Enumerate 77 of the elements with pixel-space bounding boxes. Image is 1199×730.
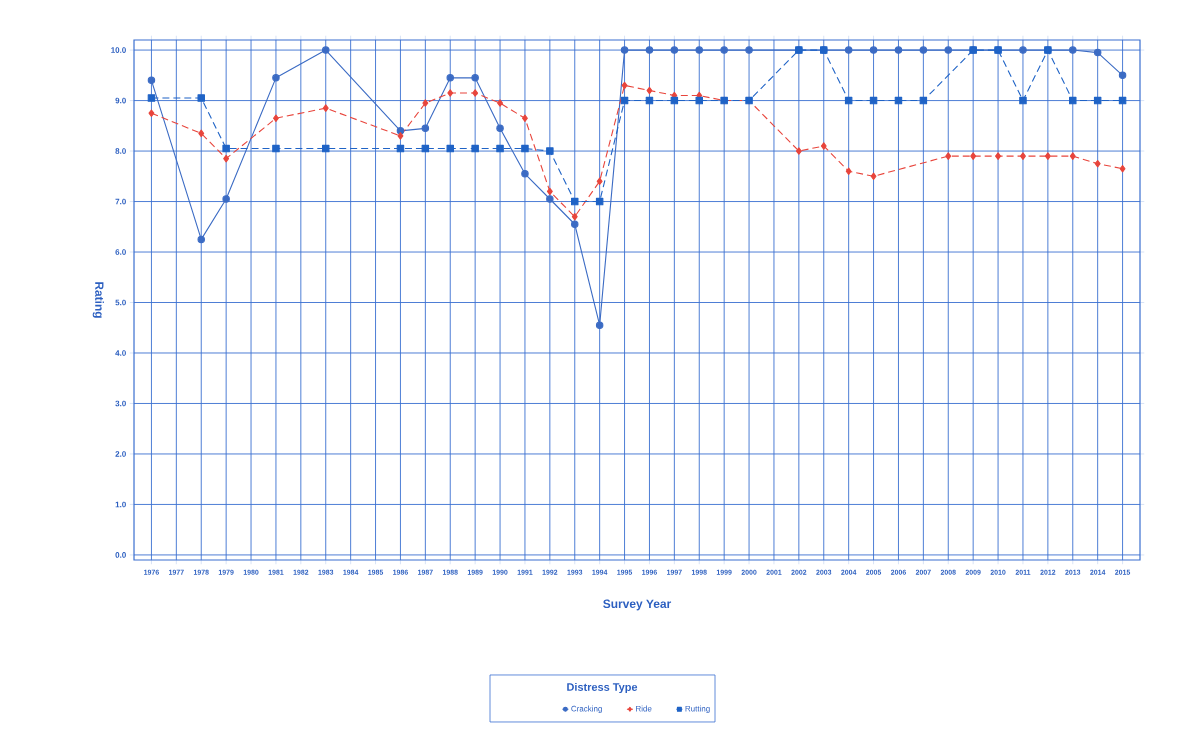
point [272,144,280,153]
y-axis-title: Rating [92,282,104,318]
point [745,46,753,54]
point [422,99,429,107]
point [844,96,853,105]
point [1093,96,1102,105]
point [147,94,156,102]
point [1020,152,1026,160]
point [620,46,629,54]
point [646,86,653,95]
point [471,74,479,82]
point [222,144,230,153]
point [472,89,479,97]
point [446,74,454,82]
point [546,187,553,196]
point [1119,164,1126,173]
point [521,144,529,153]
point [869,46,878,54]
point [945,152,952,160]
point [1094,159,1101,168]
point [1118,71,1127,80]
point [421,124,430,133]
point [198,129,205,138]
point [795,147,802,155]
point [197,235,205,244]
point [571,220,579,229]
point [147,76,156,85]
point [845,167,852,175]
point [995,152,1002,160]
point [522,114,528,122]
point [1019,96,1027,105]
point [1093,48,1102,57]
point [223,154,230,163]
point [1019,46,1027,54]
point [446,144,454,153]
point [272,114,279,122]
point [148,109,155,117]
point [322,144,330,153]
x-axis-title: Survey Year [603,599,672,611]
point [695,96,704,105]
point [970,152,977,160]
point [497,99,503,107]
point [919,46,928,54]
point [596,177,603,186]
point [571,197,579,206]
point [894,46,903,54]
point [447,89,454,97]
point [521,170,529,178]
point [621,81,628,90]
point [645,46,654,54]
legend-title: Distress Type [567,682,638,694]
point [421,144,430,153]
point [595,197,604,206]
point [496,144,504,153]
point [322,46,330,54]
point [1069,96,1077,105]
point [720,46,728,54]
point [496,124,504,133]
point [844,46,853,54]
point [197,94,205,102]
point [397,132,404,140]
point [571,212,578,221]
point [322,104,329,112]
point [820,142,827,150]
point [471,144,479,153]
point [944,46,953,54]
point [1044,152,1051,160]
point [1069,46,1077,54]
point [272,74,280,82]
point [595,321,604,329]
point [222,195,230,203]
point [870,172,877,181]
point [1069,152,1076,160]
point [670,46,679,54]
point [546,147,554,155]
point [546,195,554,203]
point [695,46,704,54]
